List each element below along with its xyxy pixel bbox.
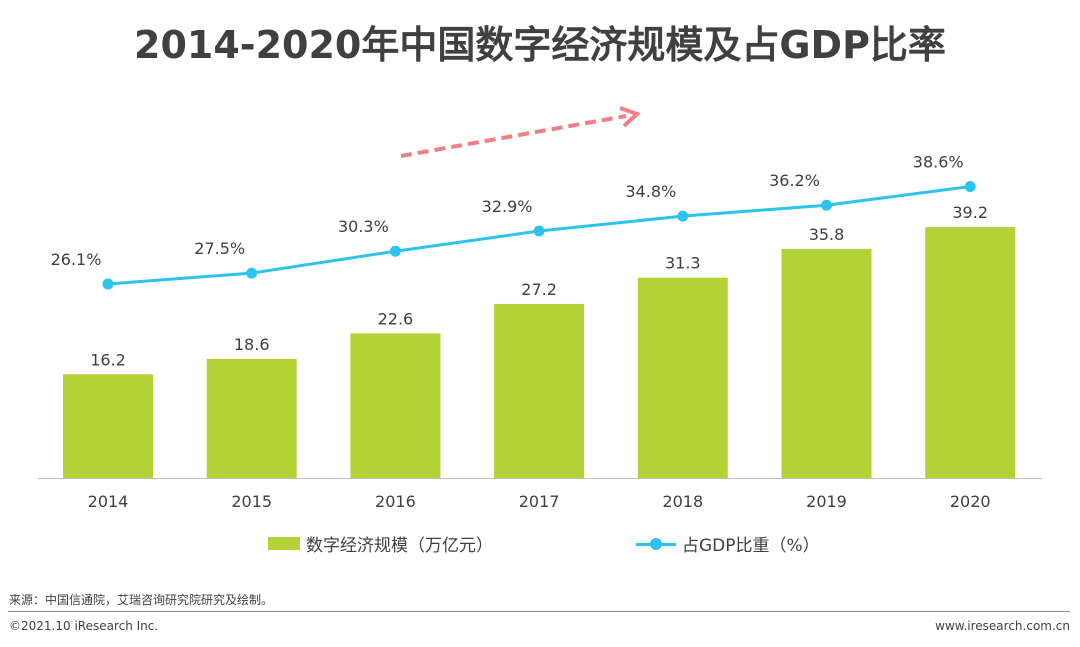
- legend-bar-label: 数字经济规模（万亿元）: [306, 536, 493, 556]
- line-value-label: 36.2%: [769, 171, 820, 190]
- legend-bar-swatch: [268, 537, 300, 550]
- line-point: [677, 210, 689, 222]
- line-point: [102, 278, 114, 290]
- footer-website[interactable]: www.iresearch.com.cn: [935, 619, 1070, 633]
- footer-copyright: ©2021.10 iResearch Inc.: [9, 619, 159, 633]
- legend-item-bar: 数字经济规模（万亿元）: [268, 531, 493, 556]
- bar-value-label: 27.2: [521, 280, 557, 299]
- legend-line-swatch: [636, 537, 676, 551]
- line-point: [964, 181, 976, 192]
- combo-chart: 16.2 18.6 22.6 27.2 31.3 35.8 39.2 2014 2015 2016…: [38, 106, 1042, 511]
- x-tick-label: 2014: [88, 492, 129, 511]
- x-tick-label: 2018: [662, 492, 703, 511]
- x-tick-label: 2015: [231, 492, 272, 511]
- line-value-label: 34.8%: [625, 182, 676, 201]
- line-point: [389, 245, 401, 257]
- bar-value-label: 31.3: [665, 254, 701, 273]
- bar: [350, 333, 441, 478]
- legend-line-label: 占GDP比重（%）: [682, 536, 820, 556]
- bar: [925, 227, 1016, 478]
- trend-arrow-head: [619, 106, 641, 128]
- bar-value-label: 35.8: [809, 225, 845, 244]
- line-value-label: 38.6%: [913, 153, 964, 172]
- bar: [206, 358, 297, 478]
- legend-item-line: 占GDP比重（%）: [636, 531, 820, 556]
- line-value-label: 30.3%: [338, 217, 389, 236]
- line-point: [246, 267, 258, 279]
- x-tick-label: 2020: [950, 492, 991, 511]
- bar-value-label: 22.6: [378, 309, 414, 328]
- line-value-label: 32.9%: [482, 197, 533, 216]
- source-note: 来源：中国信通院，艾瑞咨询研究院研究及绘制。: [9, 593, 274, 607]
- x-tick-label: 2016: [375, 492, 416, 511]
- footer-divider: [8, 611, 1070, 612]
- bar: [781, 248, 872, 478]
- bar-value-label: 39.2: [952, 203, 988, 222]
- bar-value-label: 16.2: [90, 350, 126, 369]
- x-tick-label: 2017: [519, 492, 560, 511]
- line-value-label: 27.5%: [194, 239, 245, 258]
- bar-value-label: 18.6: [234, 335, 270, 354]
- chart-title: 2014-2020年中国数字经济规模及占GDP比率: [134, 23, 946, 67]
- line-point: [533, 225, 545, 237]
- bar: [637, 277, 728, 478]
- x-tick-label: 2019: [806, 492, 847, 511]
- bar: [63, 374, 153, 478]
- trend-arrow-line: [400, 114, 627, 158]
- chart-legend: 数字经济规模（万亿元） 占GDP比重（%）: [0, 531, 1080, 556]
- bar: [494, 303, 585, 478]
- line-value-label: 26.1%: [51, 250, 102, 269]
- line-point: [821, 199, 832, 211]
